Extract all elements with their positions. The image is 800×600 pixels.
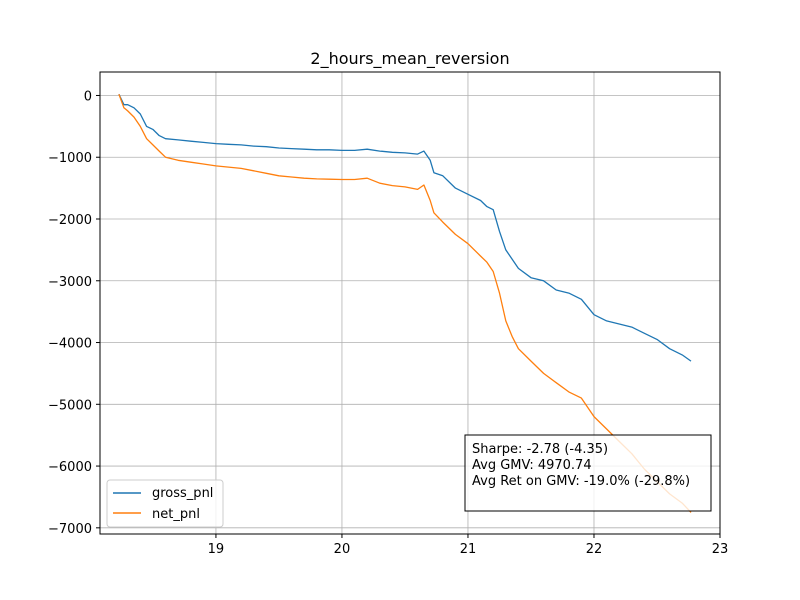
y-tick-label: 0	[84, 89, 92, 104]
x-tick-label: 20	[334, 542, 351, 557]
stats-box-frame	[464, 434, 712, 512]
x-tick-label: 23	[712, 542, 729, 557]
grid	[100, 72, 721, 534]
chart-title: 2_hours_mean_reversion	[310, 49, 509, 69]
y-tick-label: −7000	[48, 522, 92, 537]
legend-label-net-pnl: net_pnl	[152, 507, 200, 522]
legend: gross_pnl net_pnl	[106, 479, 224, 528]
ticks: 19 20 21 22 23 0 −1000 −2000 −3000 −4000 −5000 −600…	[48, 89, 728, 557]
series-line-net-pnl	[118, 93, 692, 513]
stats-avg-gmv: Avg GMV: 4970.74	[472, 458, 592, 473]
y-tick-label: −5000	[48, 398, 92, 413]
y-tick-label: −1000	[48, 151, 92, 166]
x-tick-label: 22	[586, 542, 603, 557]
y-tick-label: −4000	[48, 337, 92, 352]
y-tick-label: −6000	[48, 460, 92, 475]
x-tick-label: 19	[208, 542, 225, 557]
plot-frame	[99, 71, 721, 535]
y-tick-label: −3000	[48, 275, 92, 290]
legend-label-gross-pnl: gross_pnl	[152, 486, 213, 501]
stats-sharpe: Sharpe: -2.78 (-4.35)	[472, 442, 608, 457]
series-layer	[118, 93, 692, 513]
series-line-gross-pnl	[118, 93, 692, 362]
stats-box: Sharpe: -2.78 (-4.35) Avg GMV: 4970.74 A…	[464, 434, 712, 512]
stats-avg-ret: Avg Ret on GMV: -19.0% (-29.8%)	[472, 474, 690, 489]
x-tick-label: 21	[460, 542, 477, 557]
y-tick-label: −2000	[48, 213, 92, 228]
legend-frame	[106, 479, 224, 528]
